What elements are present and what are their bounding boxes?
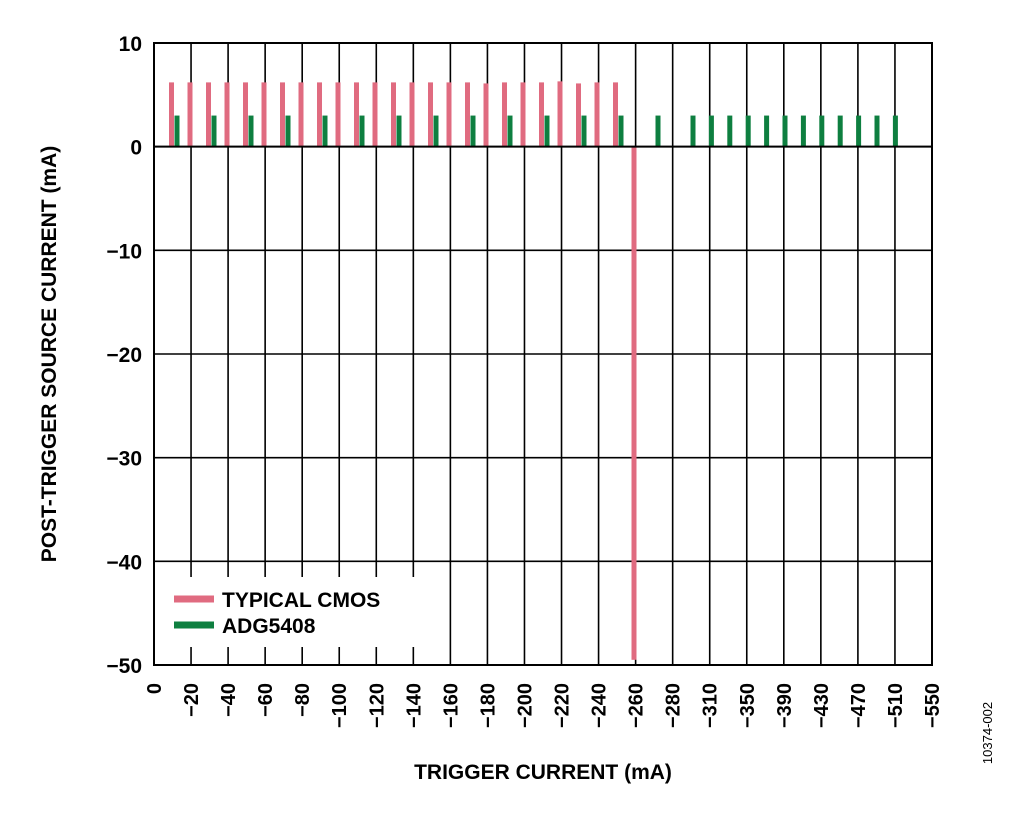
bar-adg5408 [507, 115, 513, 147]
y-tick-label: −10 [106, 240, 142, 263]
x-tick-label: −310 [700, 683, 722, 728]
bar-typical-cmos [317, 82, 322, 147]
bar-typical-cmos [428, 82, 433, 147]
x-tick-label: −280 [663, 683, 685, 728]
x-tick-label: −60 [255, 683, 277, 717]
series-adg5408 [174, 115, 898, 147]
bar-typical-cmos [335, 82, 341, 147]
x-tick-label: −240 [589, 683, 611, 728]
bar-typical-cmos [502, 82, 507, 147]
x-tick-label: −510 [885, 683, 907, 728]
bar-adg5408 [800, 115, 806, 147]
bar-adg5408 [285, 115, 291, 147]
bar-typical-cmos [446, 82, 452, 147]
bar-typical-cmos [354, 82, 359, 147]
bar-typical-cmos [483, 83, 489, 147]
bar-typical-cmos [631, 146, 637, 660]
y-tick-label: −40 [106, 551, 142, 574]
bar-adg5408 [433, 115, 439, 147]
x-tick-label: −550 [922, 683, 944, 728]
bar-adg5408 [727, 115, 733, 147]
bar-typical-cmos [465, 82, 470, 147]
y-tick-label: −30 [106, 448, 142, 471]
bar-adg5408 [690, 115, 696, 147]
figure-id: 10374-002 [980, 702, 995, 764]
x-tick-label: −20 [181, 683, 203, 717]
x-tick-labels: 0 −20 −40 −60 −80 −100 −120 −140 −160 −180 −200 −22… [144, 683, 944, 728]
plot-frame [153, 42, 933, 666]
x-tick-label: −430 [811, 683, 833, 728]
bar-adg5408 [359, 115, 365, 147]
legend: TYPICAL CMOS ADG5408 [161, 577, 423, 647]
bar-typical-cmos [520, 82, 526, 147]
bar-adg5408 [874, 115, 880, 147]
bar-typical-cmos [576, 83, 581, 147]
x-tick-label: 0 [144, 683, 166, 694]
bar-adg5408 [837, 115, 843, 147]
bar-typical-cmos [243, 82, 248, 147]
bar-adg5408 [544, 115, 550, 147]
y-tick-label: −50 [106, 655, 142, 678]
bar-adg5408 [856, 115, 862, 147]
x-tick-label: −180 [477, 683, 499, 728]
x-tick-label: −350 [737, 683, 759, 728]
bar-typical-cmos [206, 82, 211, 147]
bar-adg5408 [745, 115, 751, 147]
x-tick-label: −260 [626, 683, 648, 728]
y-tick-label: 0 [130, 137, 142, 160]
bar-typical-cmos [298, 82, 304, 147]
bar-adg5408 [248, 115, 254, 147]
bar-adg5408 [211, 115, 217, 147]
series-typical-cmos [169, 81, 637, 660]
y-tick-labels: 10 0 −10 −20 −30 −40 −50 [106, 33, 142, 678]
x-tick-label: −200 [514, 683, 536, 728]
bar-typical-cmos [594, 82, 600, 147]
bar-adg5408 [655, 115, 661, 147]
bar-typical-cmos [409, 82, 415, 147]
legend-label-typical-cmos: TYPICAL CMOS [222, 589, 380, 612]
bar-typical-cmos [224, 82, 230, 147]
bar-adg5408 [174, 115, 180, 147]
x-tick-label: −80 [292, 683, 314, 717]
legend-box [161, 577, 423, 647]
bar-typical-cmos [187, 82, 193, 147]
bar-adg5408 [396, 115, 402, 147]
x-tick-label: −160 [440, 683, 462, 728]
bar-adg5408 [819, 115, 825, 147]
bar-typical-cmos [169, 82, 174, 147]
x-tick-label: −390 [774, 683, 796, 728]
x-tick-label: −470 [848, 683, 870, 728]
bar-adg5408 [581, 115, 587, 147]
x-axis-label: TRIGGER CURRENT (mA) [414, 761, 672, 784]
y-tick-label: 10 [119, 33, 142, 56]
y-axis-label: POST-TRIGGER SOURCE CURRENT (mA) [38, 146, 61, 563]
x-tick-label: −120 [366, 683, 388, 728]
bar-adg5408 [618, 115, 624, 147]
bar-typical-cmos [372, 82, 378, 147]
x-tick-label: −40 [218, 683, 240, 717]
bar-adg5408 [782, 115, 788, 147]
bar-adg5408 [892, 115, 898, 147]
x-tick-label: −140 [403, 683, 425, 728]
bar-typical-cmos [613, 82, 618, 147]
bar-adg5408 [470, 115, 476, 147]
legend-label-adg5408: ADG5408 [222, 615, 316, 638]
bar-typical-cmos [280, 82, 285, 147]
y-tick-label: −20 [106, 344, 142, 367]
x-tick-label: −100 [329, 683, 351, 728]
bar-adg5408 [708, 115, 714, 147]
bar-typical-cmos [539, 82, 544, 147]
bar-typical-cmos [261, 82, 267, 147]
x-tick-label: −220 [552, 683, 574, 728]
bar-adg5408 [764, 115, 770, 147]
bar-adg5408 [322, 115, 328, 147]
bar-typical-cmos [391, 82, 396, 147]
bar-typical-cmos [557, 81, 563, 147]
